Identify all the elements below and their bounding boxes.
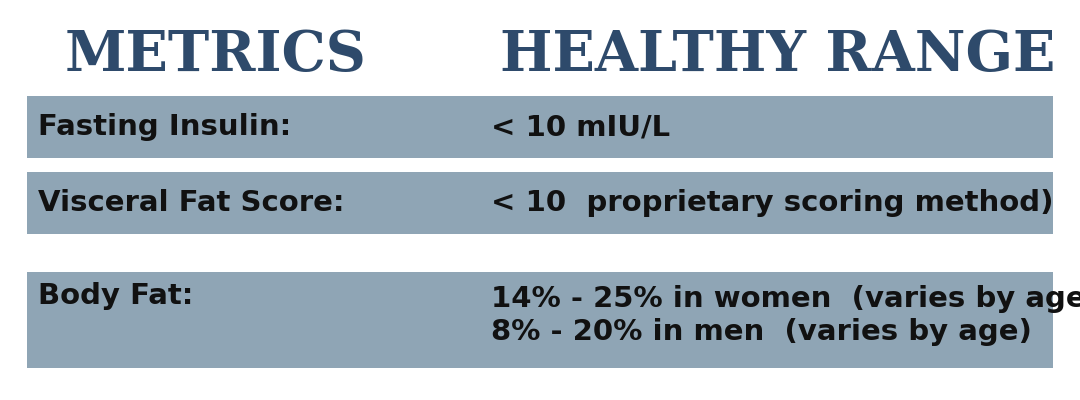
Text: HEALTHY RANGE: HEALTHY RANGE <box>500 28 1055 83</box>
Text: 8% - 20% in men  (varies by age): 8% - 20% in men (varies by age) <box>491 318 1032 346</box>
Bar <box>27 96 1053 158</box>
Text: METRICS: METRICS <box>65 28 367 83</box>
Text: Visceral Fat Score:: Visceral Fat Score: <box>38 189 345 217</box>
Bar <box>27 272 1053 368</box>
Text: < 10 mIU/L: < 10 mIU/L <box>491 113 671 141</box>
Text: < 10  proprietary scoring method): < 10 proprietary scoring method) <box>491 189 1054 217</box>
Bar <box>27 172 1053 234</box>
Text: Fasting Insulin:: Fasting Insulin: <box>38 113 291 141</box>
Text: Body Fat:: Body Fat: <box>38 282 193 310</box>
Text: 14% - 25% in women  (varies by age): 14% - 25% in women (varies by age) <box>491 285 1080 313</box>
